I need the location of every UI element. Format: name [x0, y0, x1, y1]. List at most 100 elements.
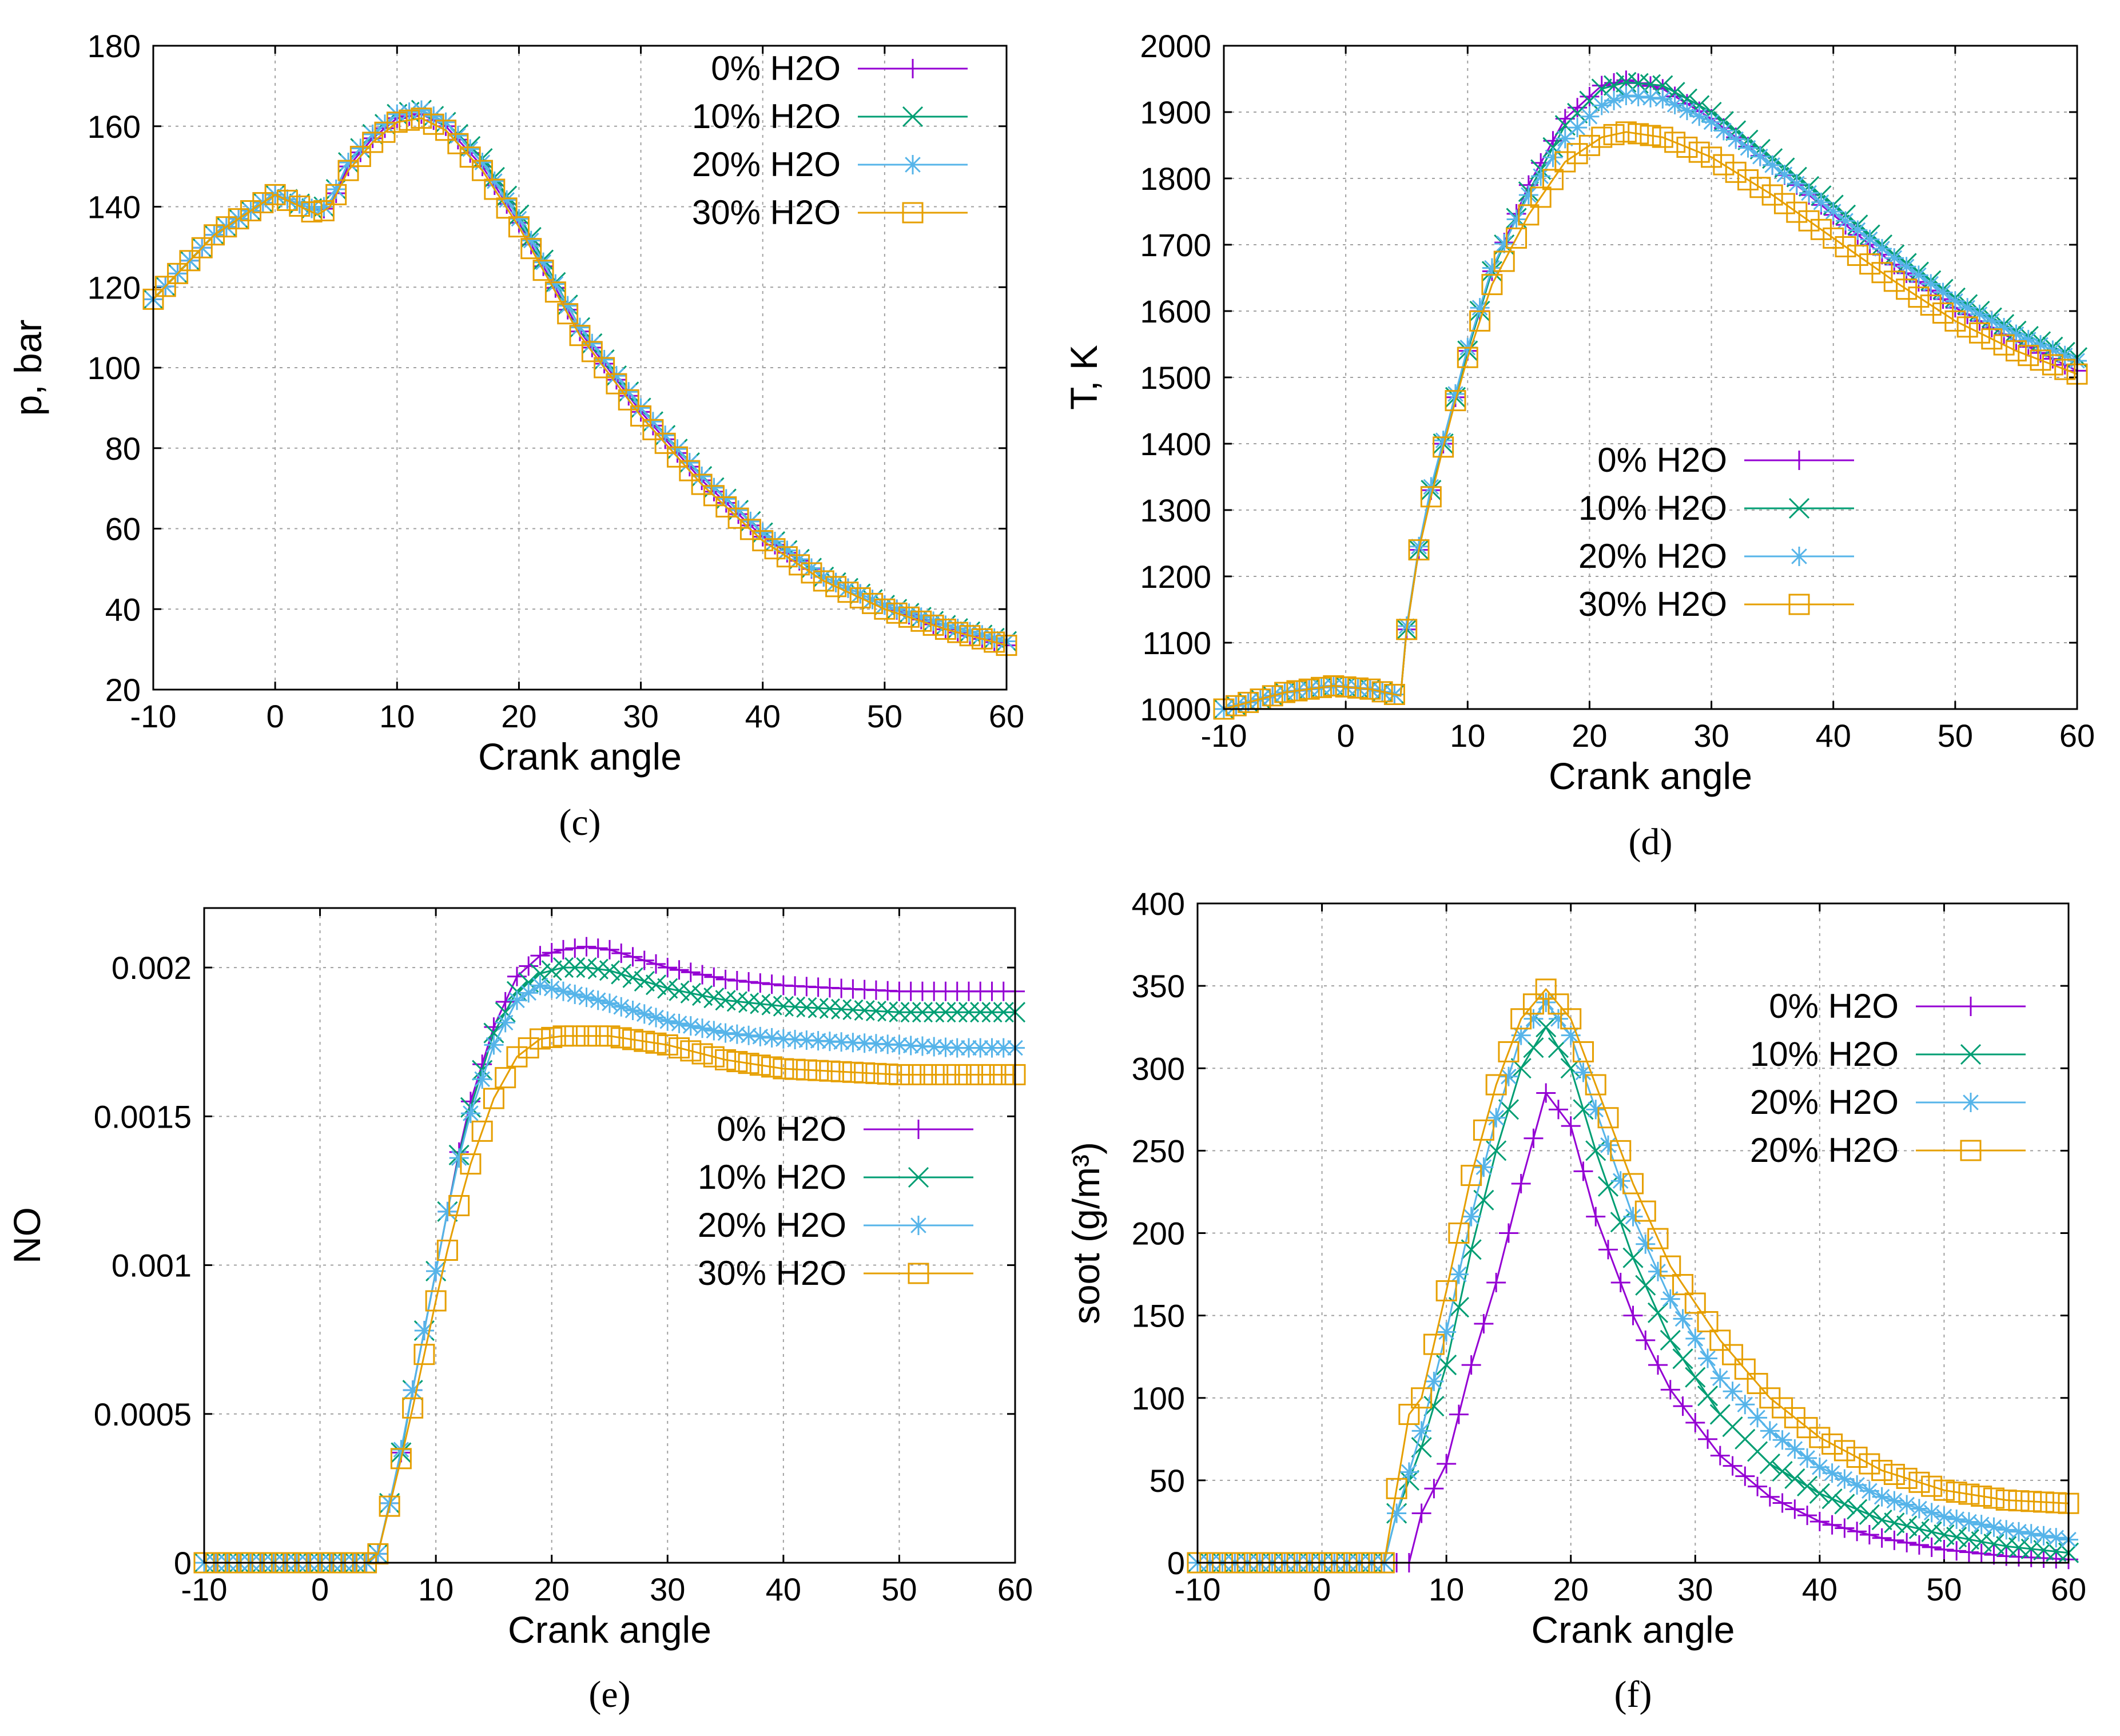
x-axis-label: Crank angle [478, 735, 682, 778]
y-tick-label: 50 [1150, 1463, 1185, 1499]
data-point [808, 1060, 829, 1081]
data-point [1688, 141, 1710, 163]
data-point [557, 303, 579, 325]
data-point [764, 538, 786, 560]
data-point [1871, 1460, 1893, 1482]
data-point [1945, 291, 1965, 311]
data-point [1510, 1008, 1532, 1030]
data-point [1735, 1466, 1755, 1486]
x-tick-label: 60 [997, 1571, 1033, 1607]
data-point [1896, 1515, 1918, 1536]
data-point [472, 1069, 492, 1089]
data-point [1884, 1530, 1904, 1550]
data-point [447, 133, 469, 154]
plot-frame [1223, 45, 2078, 710]
data-point [750, 973, 770, 993]
data-point [1474, 1314, 1494, 1334]
data-point [1554, 151, 1576, 173]
data-point [1884, 1512, 1905, 1534]
data-point [532, 260, 554, 281]
y-tick-label: 40 [105, 591, 141, 627]
legend-marker [1789, 547, 1809, 566]
legend-entry-label: 0% H2O [717, 1110, 846, 1148]
data-point [1971, 1515, 1991, 1535]
data-point [898, 606, 920, 628]
data-point [1773, 193, 1795, 214]
data-point [204, 224, 225, 246]
data-point [1823, 202, 1843, 221]
x-tick-label: 40 [1816, 718, 1851, 754]
data-point [1760, 1421, 1780, 1441]
data-point [460, 139, 480, 159]
data-point [657, 1034, 678, 1056]
data-point [228, 208, 249, 230]
data-point [993, 1064, 1015, 1085]
data-point [402, 1397, 424, 1419]
y-tick-label: 160 [87, 109, 141, 145]
data-point [611, 943, 631, 963]
x-axis-label: Crank angle [1549, 755, 1752, 797]
legend-entry-label: 20% H2O [1750, 1131, 1899, 1169]
data-point [924, 1002, 945, 1023]
panel-caption: (c) [559, 802, 600, 843]
data-point [436, 1240, 458, 1261]
data-point [1481, 274, 1503, 296]
data-point [1647, 1228, 1669, 1249]
y-tick-label: 0.001 [112, 1248, 192, 1284]
data-point [865, 1062, 887, 1084]
data-point [948, 619, 968, 639]
data-point [646, 954, 666, 974]
data-point [1494, 234, 1514, 254]
data-point [1371, 681, 1393, 703]
data-point [437, 1201, 458, 1221]
data-point [776, 546, 798, 568]
data-point [1772, 1460, 1793, 1482]
data-point [600, 939, 619, 959]
data-point [1591, 126, 1613, 148]
data-point [631, 398, 651, 418]
data-point [1610, 1171, 1630, 1191]
data-point [1959, 1542, 1979, 1562]
data-point [1860, 229, 1880, 249]
data-point [1971, 1531, 1992, 1552]
data-point [1848, 220, 1868, 240]
data-point [1347, 677, 1369, 699]
data-point [1763, 155, 1783, 175]
data-point [1909, 1499, 1929, 1519]
data-point [1933, 1479, 1955, 1501]
data-point [264, 184, 286, 205]
x-tick-label: 0 [1337, 718, 1355, 754]
data-point [411, 100, 431, 120]
data-point [507, 990, 527, 1010]
data-point [2045, 1492, 2067, 1514]
data-point [1747, 1373, 1768, 1395]
data-point [901, 1036, 921, 1056]
data-point [1435, 1280, 1457, 1301]
data-point [1383, 683, 1405, 705]
data-point [1934, 1507, 1954, 1527]
data-point [581, 341, 603, 363]
data-point [1676, 136, 1698, 158]
data-point [1640, 125, 1661, 146]
data-point [970, 1002, 991, 1023]
data-point [1921, 274, 1941, 294]
legend-entry-label: 0% H2O [1769, 987, 1899, 1025]
data-point [1956, 316, 1978, 338]
data-point [1469, 310, 1491, 332]
data-point [1542, 169, 1564, 190]
data-point [842, 1061, 864, 1083]
data-point [1685, 1328, 1705, 1348]
data-point [888, 1064, 910, 1085]
data-point [1797, 1448, 1817, 1468]
plot-frame [203, 907, 1016, 1564]
data-point [1433, 431, 1453, 451]
data-point [1982, 311, 2002, 331]
legend-entry-label: 10% H2O [1578, 489, 1727, 527]
data-point [1772, 1493, 1792, 1513]
data-point [564, 1025, 586, 1047]
x-tick-label: 0 [267, 698, 284, 734]
data-point [154, 276, 176, 297]
data-point [1908, 1471, 1930, 1493]
data-point [1908, 1518, 1930, 1539]
y-tick-label: 400 [1132, 886, 1185, 922]
